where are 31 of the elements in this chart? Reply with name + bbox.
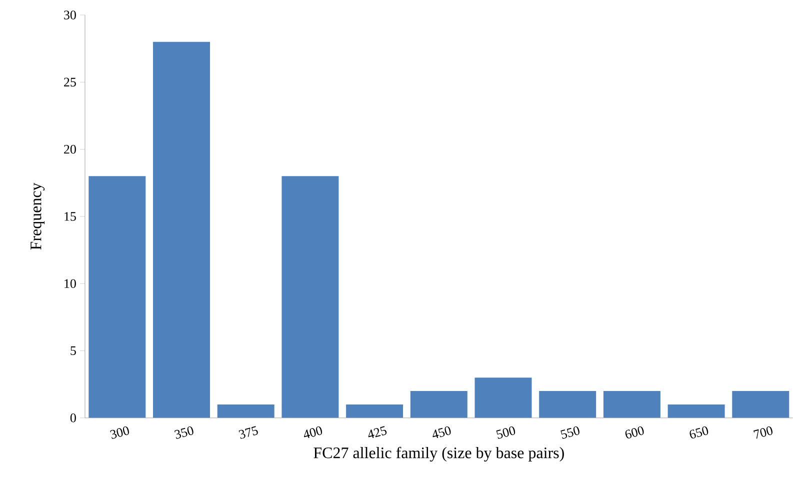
x-tick-label: 650 <box>690 426 708 438</box>
bar <box>153 42 210 418</box>
bar <box>732 391 790 418</box>
x-tick-label: 300 <box>110 426 129 439</box>
x-tick-label: 600 <box>625 426 644 438</box>
y-tick-label: 10 <box>64 279 76 288</box>
bar <box>603 391 660 418</box>
y-tick-label: 15 <box>64 212 76 221</box>
x-axis-title: FC27 allelic family (size by base pairs) <box>314 446 564 462</box>
bar <box>217 404 274 418</box>
bar <box>88 176 146 418</box>
x-tick-label: 550 <box>560 426 580 439</box>
x-tick-label: 450 <box>432 426 451 438</box>
y-tick-label: 5 <box>70 346 76 356</box>
bar <box>668 404 725 418</box>
y-tick-label: 30 <box>64 10 76 20</box>
bar <box>539 391 596 418</box>
x-tick-label: 400 <box>304 426 322 438</box>
y-tick-label: 0 <box>70 414 76 422</box>
bar <box>346 404 404 418</box>
bar <box>474 378 532 418</box>
y-tick-label: 20 <box>64 144 76 154</box>
x-tick-label: 375 <box>238 426 258 439</box>
bar <box>410 391 468 418</box>
bar <box>282 176 339 418</box>
y-tick-label: 25 <box>64 78 76 87</box>
x-tick-label: 425 <box>368 426 387 438</box>
x-tick-label: 500 <box>496 426 516 439</box>
y-axis-title: Frequency <box>30 182 45 250</box>
x-tick-label: 700 <box>754 426 772 439</box>
x-tick-label: 350 <box>174 426 194 439</box>
